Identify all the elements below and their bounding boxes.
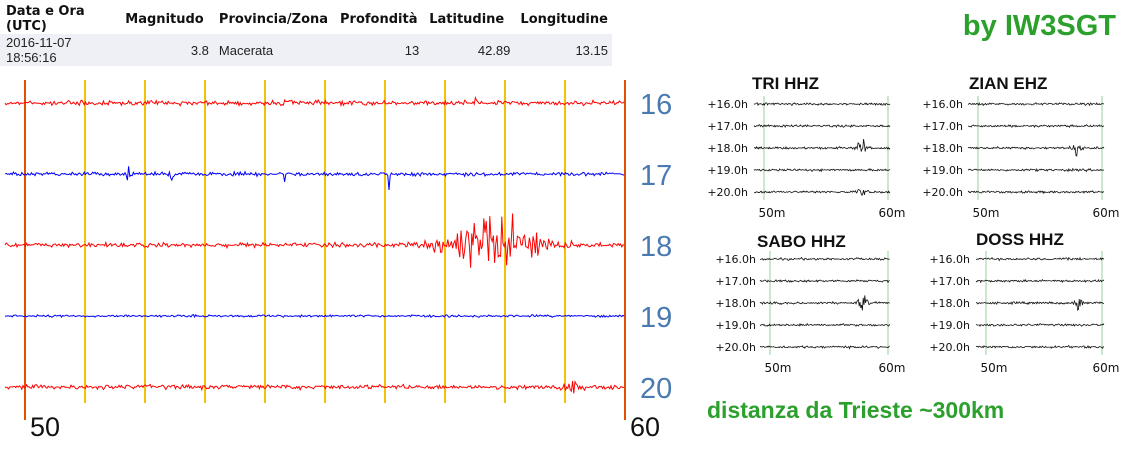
panel-x-start-label: 50m	[973, 206, 1000, 220]
row-label: +16.0h	[715, 253, 756, 266]
station-trace	[753, 168, 891, 173]
x-end-label: 60	[630, 412, 660, 442]
hour-label-19: 19	[640, 302, 672, 334]
row-label: +17.0h	[929, 275, 970, 288]
cell-depth: 13	[334, 34, 424, 66]
station-trace	[975, 299, 1104, 311]
station-title: SABO HHZ	[757, 232, 846, 251]
cell-latitude: 42.89	[423, 34, 515, 66]
panel-x-end-label: 60m	[879, 361, 906, 375]
header-magnitude: Magnitudo	[119, 0, 213, 34]
row-label: +19.0h	[715, 319, 756, 332]
brand-label: by IW3SGT	[962, 10, 1116, 42]
cell-longitude: 13.15	[514, 34, 612, 66]
row-label: +17.0h	[715, 275, 756, 288]
row-label: +17.0h	[707, 120, 748, 133]
row-label: +16.0h	[922, 98, 963, 111]
station-title: ZIAN EHZ	[969, 74, 1047, 93]
seismic-trace-20	[4, 380, 625, 394]
cell-magnitude: 3.8	[119, 34, 213, 66]
station-trace	[759, 295, 890, 311]
station-trace	[967, 190, 1105, 195]
hour-label-18: 18	[640, 231, 672, 263]
station-trace	[759, 279, 890, 284]
header-province: Provincia/Zona	[212, 0, 335, 34]
hour-label-16: 16	[640, 89, 672, 121]
row-label: +20.0h	[922, 186, 963, 199]
row-label: +16.0h	[929, 253, 970, 266]
seismic-trace-16	[4, 96, 625, 108]
station-trace	[976, 256, 1105, 262]
row-label: +18.0h	[715, 297, 756, 310]
row-label: +20.0h	[929, 341, 970, 354]
station-trace	[975, 344, 1105, 350]
x-start-label: 50	[30, 412, 60, 442]
hour-label-20: 20	[640, 373, 672, 405]
station-trace	[753, 102, 891, 107]
seismic-trace-19	[4, 313, 625, 319]
row-label: +18.0h	[929, 297, 970, 310]
header-latitude: Latitudine	[423, 0, 515, 34]
row-label: +18.0h	[922, 142, 963, 155]
station-trace	[967, 167, 1105, 173]
header-longitude: Longitudine	[514, 0, 612, 34]
panel-x-start-label: 50m	[759, 206, 786, 220]
panel-x-end-label: 60m	[879, 206, 906, 220]
table-row: 2016-11-07 18:56:16 3.8 Macerata 13 42.8…	[0, 34, 612, 66]
distance-note: distanza da Trieste ~300km	[707, 397, 1005, 423]
header-datetime: Data e Ora (UTC)	[0, 0, 120, 34]
panel-x-start-label: 50m	[765, 361, 792, 375]
seismic-trace-17	[4, 166, 625, 190]
row-label: +19.0h	[929, 319, 970, 332]
station-trace	[967, 145, 1105, 157]
station-trace	[759, 256, 890, 261]
station-trace	[967, 102, 1105, 107]
panel-x-start-label: 50m	[981, 361, 1008, 375]
station-title: DOSS HHZ	[976, 230, 1064, 249]
hour-label-17: 17	[640, 160, 672, 192]
row-label: +19.0h	[922, 164, 963, 177]
station-trace	[754, 189, 891, 197]
table-header-row: Data e Ora (UTC) Magnitudo Provincia/Zon…	[0, 0, 612, 34]
cell-datetime: 2016-11-07 18:56:16	[0, 34, 120, 66]
header-depth: Profondità	[334, 0, 424, 34]
row-label: +20.0h	[715, 341, 756, 354]
row-label: +20.0h	[707, 186, 748, 199]
station-trace	[753, 138, 891, 152]
station-trace	[759, 322, 890, 327]
row-label: +17.0h	[922, 120, 963, 133]
earthquake-info-table: Data e Ora (UTC) Magnitudo Provincia/Zon…	[0, 0, 612, 66]
station-trace	[967, 124, 1105, 128]
station-trace	[753, 124, 891, 129]
row-label: +18.0h	[707, 142, 748, 155]
station-trace	[975, 323, 1105, 327]
row-label: +19.0h	[707, 164, 748, 177]
seismic-trace-18	[4, 213, 625, 268]
row-label: +16.0h	[707, 98, 748, 111]
station-title: TRI HHZ	[752, 74, 819, 93]
cell-province: Macerata	[212, 34, 335, 66]
panel-x-end-label: 60m	[1093, 361, 1120, 375]
panel-x-end-label: 60m	[1093, 206, 1120, 220]
station-trace	[759, 345, 890, 350]
station-trace	[975, 278, 1105, 284]
